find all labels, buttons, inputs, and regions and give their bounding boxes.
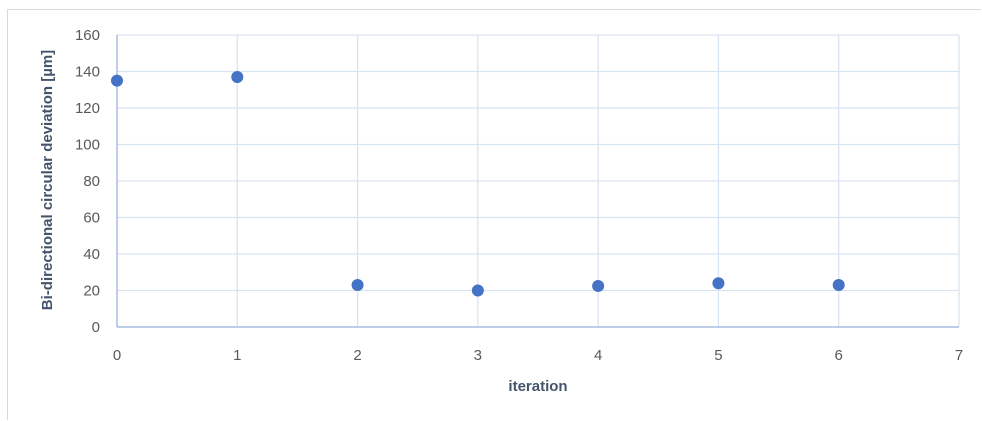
y-tick-label: 80	[83, 173, 100, 190]
y-tick-label: 160	[75, 27, 100, 44]
y-tick-label: 140	[75, 64, 100, 81]
x-tick-label: 0	[113, 347, 121, 364]
data-point	[832, 279, 845, 292]
x-tick-label: 5	[714, 347, 722, 364]
chart-frame	[7, 9, 981, 420]
y-tick-labels: 0 20 40 60 80 100 120 140 160	[75, 27, 100, 336]
grid	[117, 34, 960, 327]
y-tick-label: 60	[83, 210, 100, 227]
y-tick-label: 40	[83, 246, 100, 263]
y-tick-label: 120	[75, 100, 100, 117]
data-point	[231, 70, 244, 83]
y-tick-label: 20	[83, 283, 100, 300]
x-tick-label: 1	[233, 347, 241, 364]
x-tick-label: 6	[835, 347, 843, 364]
data-point	[592, 279, 605, 292]
y-axis-title: Bi-directional circular deviation [µm]	[39, 50, 56, 310]
data-points	[111, 70, 845, 297]
x-tick-label: 4	[594, 347, 602, 364]
data-point	[712, 277, 725, 290]
x-axis-title: iteration	[508, 378, 567, 395]
x-tick-labels: 0 1 2 3 4 5 6 7	[113, 347, 963, 364]
data-point	[351, 279, 364, 292]
x-tick-label: 7	[955, 347, 963, 364]
data-point	[111, 74, 123, 87]
data-point	[471, 284, 484, 297]
x-tick-label: 3	[474, 347, 482, 364]
y-tick-label: 0	[92, 319, 100, 336]
y-tick-label: 100	[75, 137, 100, 154]
x-tick-label: 2	[353, 347, 361, 364]
